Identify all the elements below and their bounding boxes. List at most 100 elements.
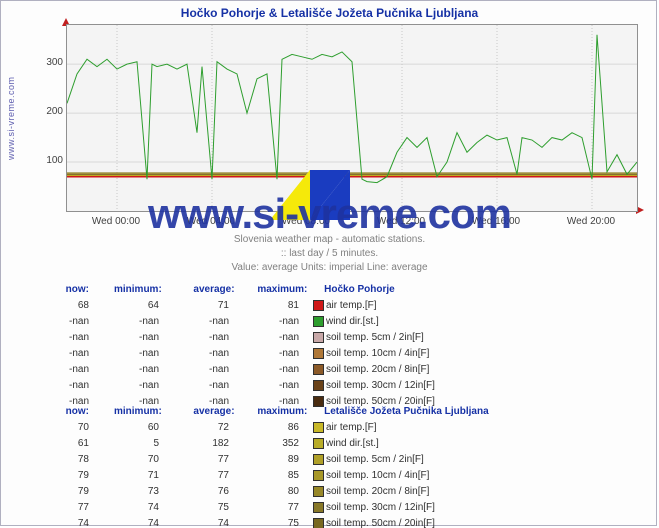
table-row: 615182352wind dir.[st.] bbox=[34, 436, 624, 452]
table-row: 70607286air temp.[F] bbox=[34, 420, 624, 436]
table-cell: -nan bbox=[34, 330, 89, 346]
station-2-name: Letališče Jožeta Pučnika Ljubljana bbox=[324, 406, 489, 417]
legend-label: air temp.[F] bbox=[326, 422, 377, 433]
legend-label: soil temp. 10cm / 4in[F] bbox=[326, 348, 429, 359]
legend-color-chip bbox=[313, 454, 324, 465]
table-row: 68647181air temp.[F] bbox=[34, 298, 624, 314]
col-header-max: maximum: bbox=[237, 282, 307, 298]
legend-label: wind dir.[st.] bbox=[326, 438, 379, 449]
legend-cell: wind dir.[st.] bbox=[299, 436, 613, 452]
legend-color-chip bbox=[313, 332, 324, 343]
legend-cell: air temp.[F] bbox=[299, 298, 613, 314]
table-cell: 77 bbox=[34, 500, 89, 516]
legend-cell: soil temp. 30cm / 12in[F] bbox=[299, 378, 613, 394]
table-cell: -nan bbox=[159, 330, 229, 346]
table-cell: 76 bbox=[159, 484, 229, 500]
chart-svg bbox=[67, 25, 637, 211]
table-cell: 75 bbox=[159, 500, 229, 516]
table-cell: -nan bbox=[229, 314, 299, 330]
table-cell: 61 bbox=[34, 436, 89, 452]
table-cell: -nan bbox=[89, 314, 159, 330]
table-row: -nan-nan-nan-nansoil temp. 10cm / 4in[F] bbox=[34, 346, 624, 362]
watermark-logo bbox=[270, 170, 350, 220]
table-row: 77747577soil temp. 30cm / 12in[F] bbox=[34, 500, 624, 516]
col-header-avg: average: bbox=[165, 404, 235, 420]
legend-color-chip bbox=[313, 502, 324, 513]
legend-cell: air temp.[F] bbox=[299, 420, 613, 436]
legend-color-chip bbox=[313, 364, 324, 375]
x-tick-label: Wed 12:00 bbox=[377, 216, 425, 227]
table-cell: 5 bbox=[89, 436, 159, 452]
subtitle-1: Slovenia weather map - automatic station… bbox=[0, 234, 659, 245]
table-cell: 77 bbox=[159, 452, 229, 468]
table-row: 74747475soil temp. 50cm / 20in[F] bbox=[34, 516, 624, 528]
table-cell: 74 bbox=[89, 516, 159, 528]
data-table-2: now: minimum: average: maximum: Letališč… bbox=[34, 404, 624, 528]
legend-color-chip bbox=[313, 438, 324, 449]
table-cell: 71 bbox=[89, 468, 159, 484]
legend-label: wind dir.[st.] bbox=[326, 316, 379, 327]
legend-color-chip bbox=[313, 348, 324, 359]
table-cell: 85 bbox=[229, 468, 299, 484]
table-cell: -nan bbox=[34, 346, 89, 362]
table-cell: 72 bbox=[159, 420, 229, 436]
table-cell: -nan bbox=[229, 330, 299, 346]
legend-cell: wind dir.[st.] bbox=[299, 314, 613, 330]
subtitle-2: :: last day / 5 minutes. bbox=[0, 248, 659, 259]
table-cell: 64 bbox=[89, 298, 159, 314]
side-url-label: www.si-vreme.com bbox=[6, 76, 16, 160]
plot-area bbox=[66, 24, 638, 212]
legend-cell: soil temp. 5cm / 2in[F] bbox=[299, 452, 613, 468]
legend-color-chip bbox=[313, 316, 324, 327]
legend-cell: soil temp. 20cm / 8in[F] bbox=[299, 484, 613, 500]
legend-label: soil temp. 10cm / 4in[F] bbox=[326, 470, 429, 481]
legend-cell: soil temp. 30cm / 12in[F] bbox=[299, 500, 613, 516]
col-header-max: maximum: bbox=[237, 404, 307, 420]
table-cell: -nan bbox=[34, 378, 89, 394]
table-cell: -nan bbox=[89, 362, 159, 378]
table-cell: -nan bbox=[159, 362, 229, 378]
table-cell: 78 bbox=[34, 452, 89, 468]
legend-cell: soil temp. 5cm / 2in[F] bbox=[299, 330, 613, 346]
x-tick-label: Wed 04:00 bbox=[187, 216, 235, 227]
table-cell: 74 bbox=[89, 500, 159, 516]
table-row: -nan-nan-nan-nanwind dir.[st.] bbox=[34, 314, 624, 330]
table-cell: -nan bbox=[159, 346, 229, 362]
data-table-1: now: minimum: average: maximum: Hočko Po… bbox=[34, 282, 624, 410]
x-tick-label: Wed 20:00 bbox=[567, 216, 615, 227]
table-cell: -nan bbox=[89, 346, 159, 362]
table-cell: 60 bbox=[89, 420, 159, 436]
y-tick-label: 300 bbox=[23, 57, 63, 68]
legend-label: soil temp. 30cm / 12in[F] bbox=[326, 380, 435, 391]
table-cell: 81 bbox=[229, 298, 299, 314]
table-cell: 74 bbox=[34, 516, 89, 528]
legend-label: soil temp. 20cm / 8in[F] bbox=[326, 486, 429, 497]
table-cell: 89 bbox=[229, 452, 299, 468]
table-cell: 79 bbox=[34, 484, 89, 500]
table-cell: 74 bbox=[159, 516, 229, 528]
legend-color-chip bbox=[313, 486, 324, 497]
table-cell: 77 bbox=[159, 468, 229, 484]
legend-color-chip bbox=[313, 422, 324, 433]
legend-label: soil temp. 5cm / 2in[F] bbox=[326, 332, 424, 343]
table-cell: -nan bbox=[89, 330, 159, 346]
chart-title: Hočko Pohorje & Letališče Jožeta Pučnika… bbox=[0, 6, 659, 20]
legend-label: soil temp. 20cm / 8in[F] bbox=[326, 364, 429, 375]
col-header-avg: average: bbox=[165, 282, 235, 298]
legend-cell: soil temp. 10cm / 4in[F] bbox=[299, 468, 613, 484]
table-row: 79717785 soil temp. 10cm / 4in[F] bbox=[34, 468, 624, 484]
legend-label: soil temp. 50cm / 20in[F] bbox=[326, 518, 435, 528]
station-1-name: Hočko Pohorje bbox=[324, 284, 395, 295]
col-header-min: minimum: bbox=[92, 282, 162, 298]
legend-color-chip bbox=[313, 300, 324, 311]
col-header-now: now: bbox=[34, 404, 89, 420]
table-row: -nan-nan-nan-nansoil temp. 5cm / 2in[F] bbox=[34, 330, 624, 346]
legend-color-chip bbox=[313, 470, 324, 481]
x-tick-label: Wed 16:00 bbox=[472, 216, 520, 227]
table-cell: 70 bbox=[89, 452, 159, 468]
table-cell: 79 bbox=[34, 468, 89, 484]
table-cell: -nan bbox=[34, 314, 89, 330]
table-row: -nan-nan-nan-nansoil temp. 30cm / 12in[F… bbox=[34, 378, 624, 394]
legend-cell: soil temp. 50cm / 20in[F] bbox=[299, 516, 613, 528]
table-cell: 182 bbox=[159, 436, 229, 452]
